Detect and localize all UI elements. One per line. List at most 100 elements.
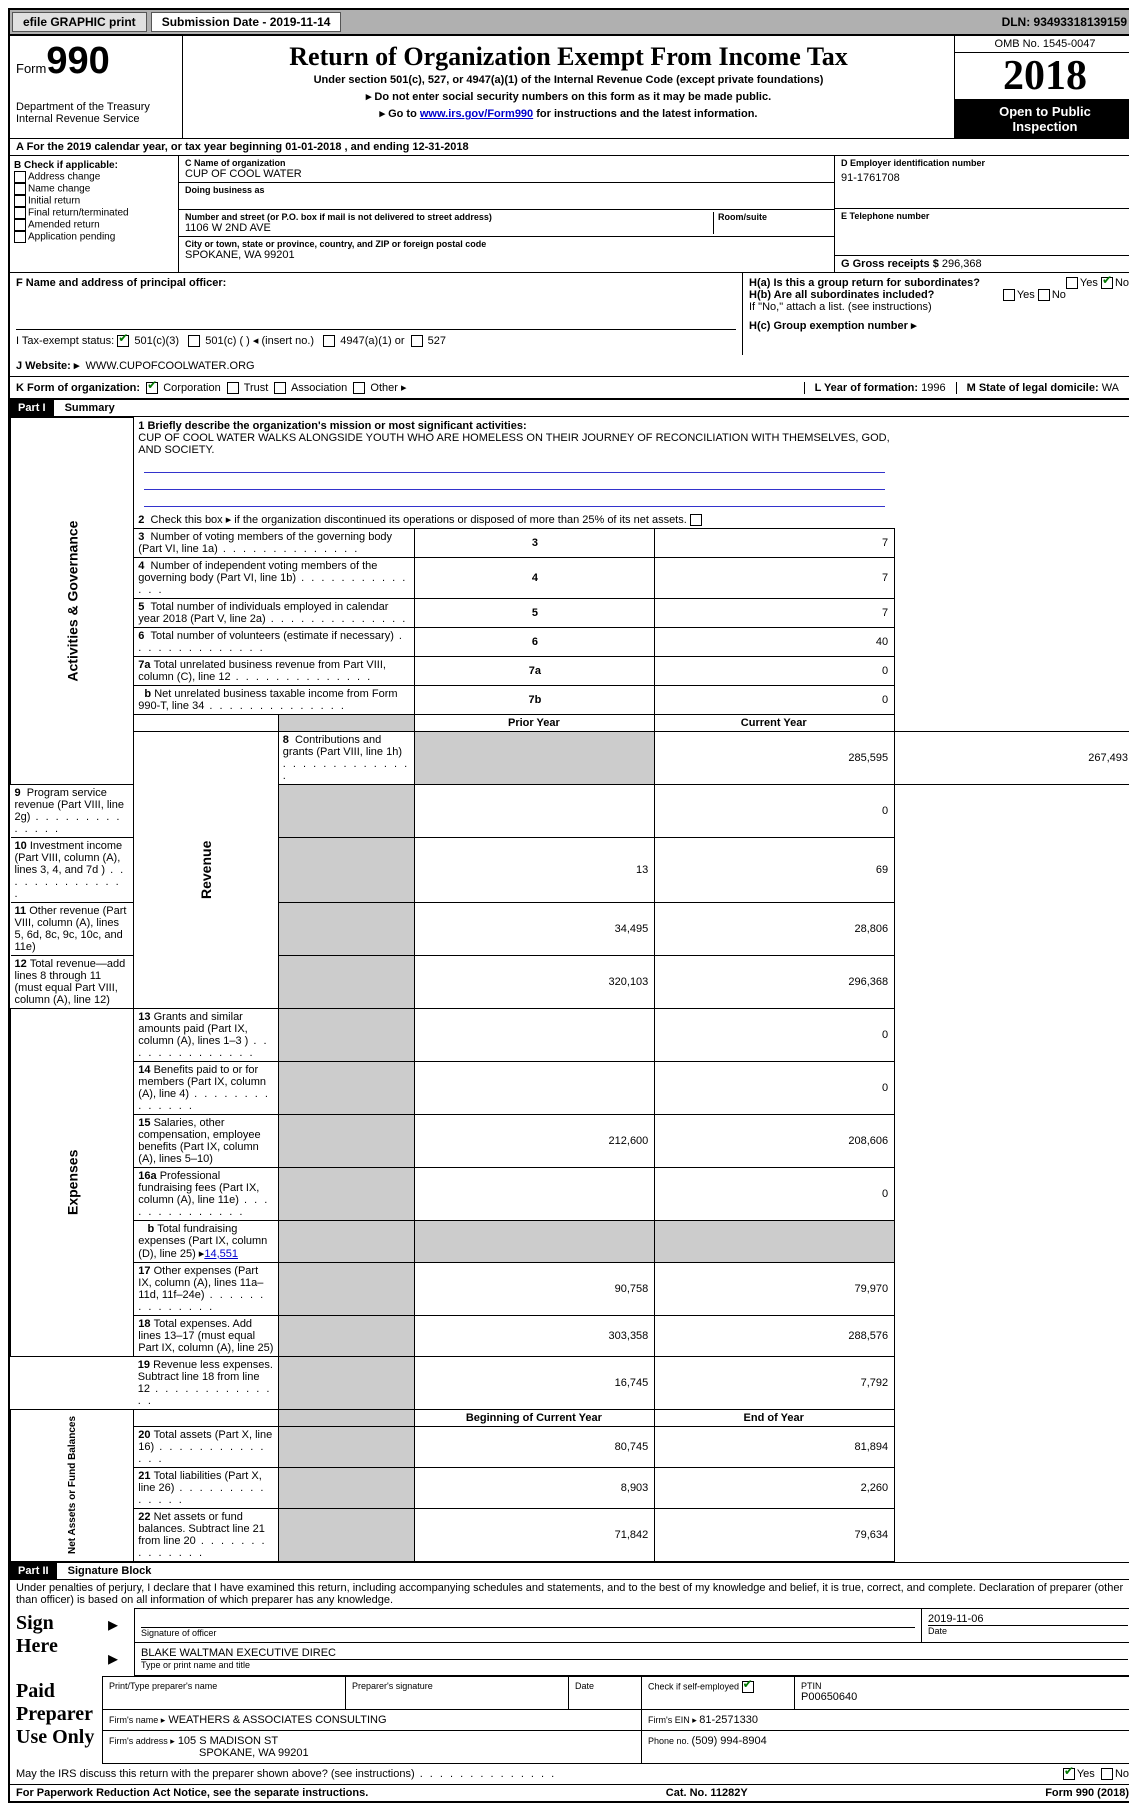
ha: H(a) Is this a group return for subordin…: [749, 277, 1129, 289]
cb-amended[interactable]: Amended return: [14, 219, 174, 231]
q1: 1 Briefly describe the organization's mi…: [138, 420, 526, 432]
cb-pending[interactable]: Application pending: [14, 231, 174, 243]
part2-hdr: Part II Signature Block: [10, 1562, 1129, 1580]
ha-no[interactable]: [1101, 277, 1113, 289]
cb-501c3[interactable]: [117, 335, 129, 347]
discuss-no[interactable]: [1101, 1768, 1113, 1780]
discuss-row: May the IRS discuss this return with the…: [10, 1764, 1129, 1784]
l5v: 7: [655, 598, 895, 627]
e19t: Revenue less expenses. Subtract line 18 …: [138, 1359, 273, 1407]
r12c: 296,368: [655, 955, 895, 1008]
summary-table: Activities & Governance 1 Briefly descri…: [10, 417, 1129, 1562]
dept2: Internal Revenue Service: [16, 113, 176, 125]
l7bt: Net unrelated business taxable income fr…: [138, 688, 397, 712]
form-number: Form990: [16, 40, 176, 83]
cb-selfemp[interactable]: [742, 1681, 754, 1693]
submission-value: 2019-11-14: [270, 15, 331, 29]
sig-name-lbl: Type or print name and title: [141, 1660, 1128, 1670]
n20t: Total assets (Part X, line 16): [138, 1429, 272, 1465]
cb-amend-lbl: Amended return: [28, 220, 100, 231]
o2: 501(c) ( ) ◂ (insert no.): [205, 335, 314, 347]
cb-527[interactable]: [411, 335, 423, 347]
cb-name-lbl: Name change: [28, 184, 90, 195]
e17c: 79,970: [655, 1262, 895, 1315]
addr-lbl: Number and street (or P.O. box if mail i…: [185, 212, 713, 222]
r11c: 28,806: [655, 902, 895, 955]
cb-initial[interactable]: Initial return: [14, 195, 174, 207]
header-center: Return of Organization Exempt From Incom…: [183, 36, 954, 138]
ein: 91-1761708: [841, 172, 1129, 184]
cb-corp[interactable]: [146, 382, 158, 394]
sub3b: for instructions and the latest informat…: [533, 108, 757, 120]
cb-4947[interactable]: [323, 335, 335, 347]
city-lbl: City or town, state or province, country…: [185, 239, 828, 249]
org-name-lbl: C Name of organization: [185, 158, 828, 168]
o1: 501(c)(3): [134, 335, 179, 347]
footer-l: For Paperwork Reduction Act Notice, see …: [16, 1787, 368, 1799]
form-num: 990: [46, 40, 109, 82]
addr-cell: Number and street (or P.O. box if mail i…: [179, 210, 834, 237]
n22t: Net assets or fund balances. Subtract li…: [138, 1511, 266, 1559]
cb-final[interactable]: Final return/terminated: [14, 207, 174, 219]
sig-decl: Under penalties of perjury, I declare th…: [10, 1580, 1129, 1608]
tel-cell: E Telephone number: [835, 209, 1129, 256]
ha-yes[interactable]: [1066, 277, 1078, 289]
p-date-lbl: Date: [575, 1681, 635, 1691]
dln: DLN: 93493318139159: [994, 13, 1129, 31]
ko4: Other ▸: [370, 382, 406, 394]
sig-name: BLAKE WALTMAN EXECUTIVE DIREC: [141, 1647, 1128, 1660]
cb-assoc[interactable]: [274, 382, 286, 394]
part1-badge: Part I: [10, 400, 54, 416]
cb-final-lbl: Final return/terminated: [28, 208, 129, 219]
cb-discontinued[interactable]: [690, 514, 702, 526]
discuss-yes[interactable]: [1063, 1768, 1075, 1780]
irs-link[interactable]: www.irs.gov/Form990: [420, 108, 533, 120]
cb-501c[interactable]: [188, 335, 200, 347]
vlabel-na: Net Assets or Fund Balances: [11, 1409, 134, 1561]
header-right: OMB No. 1545-0047 2018 Open to Public In…: [954, 36, 1129, 138]
inspection-badge: Open to Public Inspection: [955, 100, 1129, 138]
cb-other[interactable]: [353, 382, 365, 394]
hb-no[interactable]: [1038, 289, 1050, 301]
e16bp: [415, 1220, 655, 1262]
l7bv: 0: [655, 685, 895, 714]
l-val: 1996: [921, 382, 945, 394]
current-hdr: Current Year: [655, 714, 895, 731]
f-lbl: F Name and address of principal officer:: [16, 277, 736, 289]
m-lbl: M State of legal domicile:: [967, 382, 1102, 394]
part2-title: Signature Block: [60, 1565, 152, 1577]
e16bv[interactable]: 14,551: [204, 1248, 238, 1260]
l7at: Total unrelated business revenue from Pa…: [138, 659, 386, 683]
ha-lbl: H(a) Is this a group return for subordin…: [749, 277, 980, 289]
firm-addr2: SPOKANE, WA 99201: [199, 1747, 309, 1759]
e13p: [415, 1008, 655, 1061]
e16bc: [655, 1220, 895, 1262]
ha-no-lbl: No: [1115, 277, 1129, 289]
cb-addr[interactable]: Address change: [14, 171, 174, 183]
firm-ein: 81-2571330: [699, 1714, 758, 1726]
n21p: 8,903: [415, 1467, 655, 1508]
header-sub3: ▸ Go to www.irs.gov/Form990 for instruct…: [189, 107, 948, 120]
sig-date-lbl: Date: [928, 1626, 1128, 1636]
dba-cell: Doing business as: [179, 183, 834, 210]
cb-name[interactable]: Name change: [14, 183, 174, 195]
ptin-lbl: PTIN: [801, 1681, 1128, 1691]
dy: Yes: [1077, 1768, 1095, 1780]
r10t: Investment income (Part VIII, column (A)…: [15, 840, 126, 900]
l-lbl: L Year of formation:: [815, 382, 922, 394]
l4v: 7: [655, 557, 895, 598]
r10p: 13: [415, 837, 655, 902]
cb-trust[interactable]: [227, 382, 239, 394]
l5b: 5: [415, 598, 655, 627]
n22c: 79,634: [655, 1508, 895, 1561]
r11p: 34,495: [415, 902, 655, 955]
eoy-hdr: End of Year: [655, 1409, 895, 1426]
phone-lbl: Phone no.: [648, 1736, 692, 1746]
topbar: efile GRAPHIC print Submission Date - 20…: [10, 10, 1129, 36]
row-h: H(a) Is this a group return for subordin…: [742, 273, 1129, 355]
firm-name: WEATHERS & ASSOCIATES CONSULTING: [168, 1714, 386, 1726]
ptin: P00650640: [801, 1691, 1128, 1703]
r9p: [415, 784, 655, 837]
efile-print-btn[interactable]: efile GRAPHIC print: [12, 12, 147, 32]
hb-yes[interactable]: [1003, 289, 1015, 301]
